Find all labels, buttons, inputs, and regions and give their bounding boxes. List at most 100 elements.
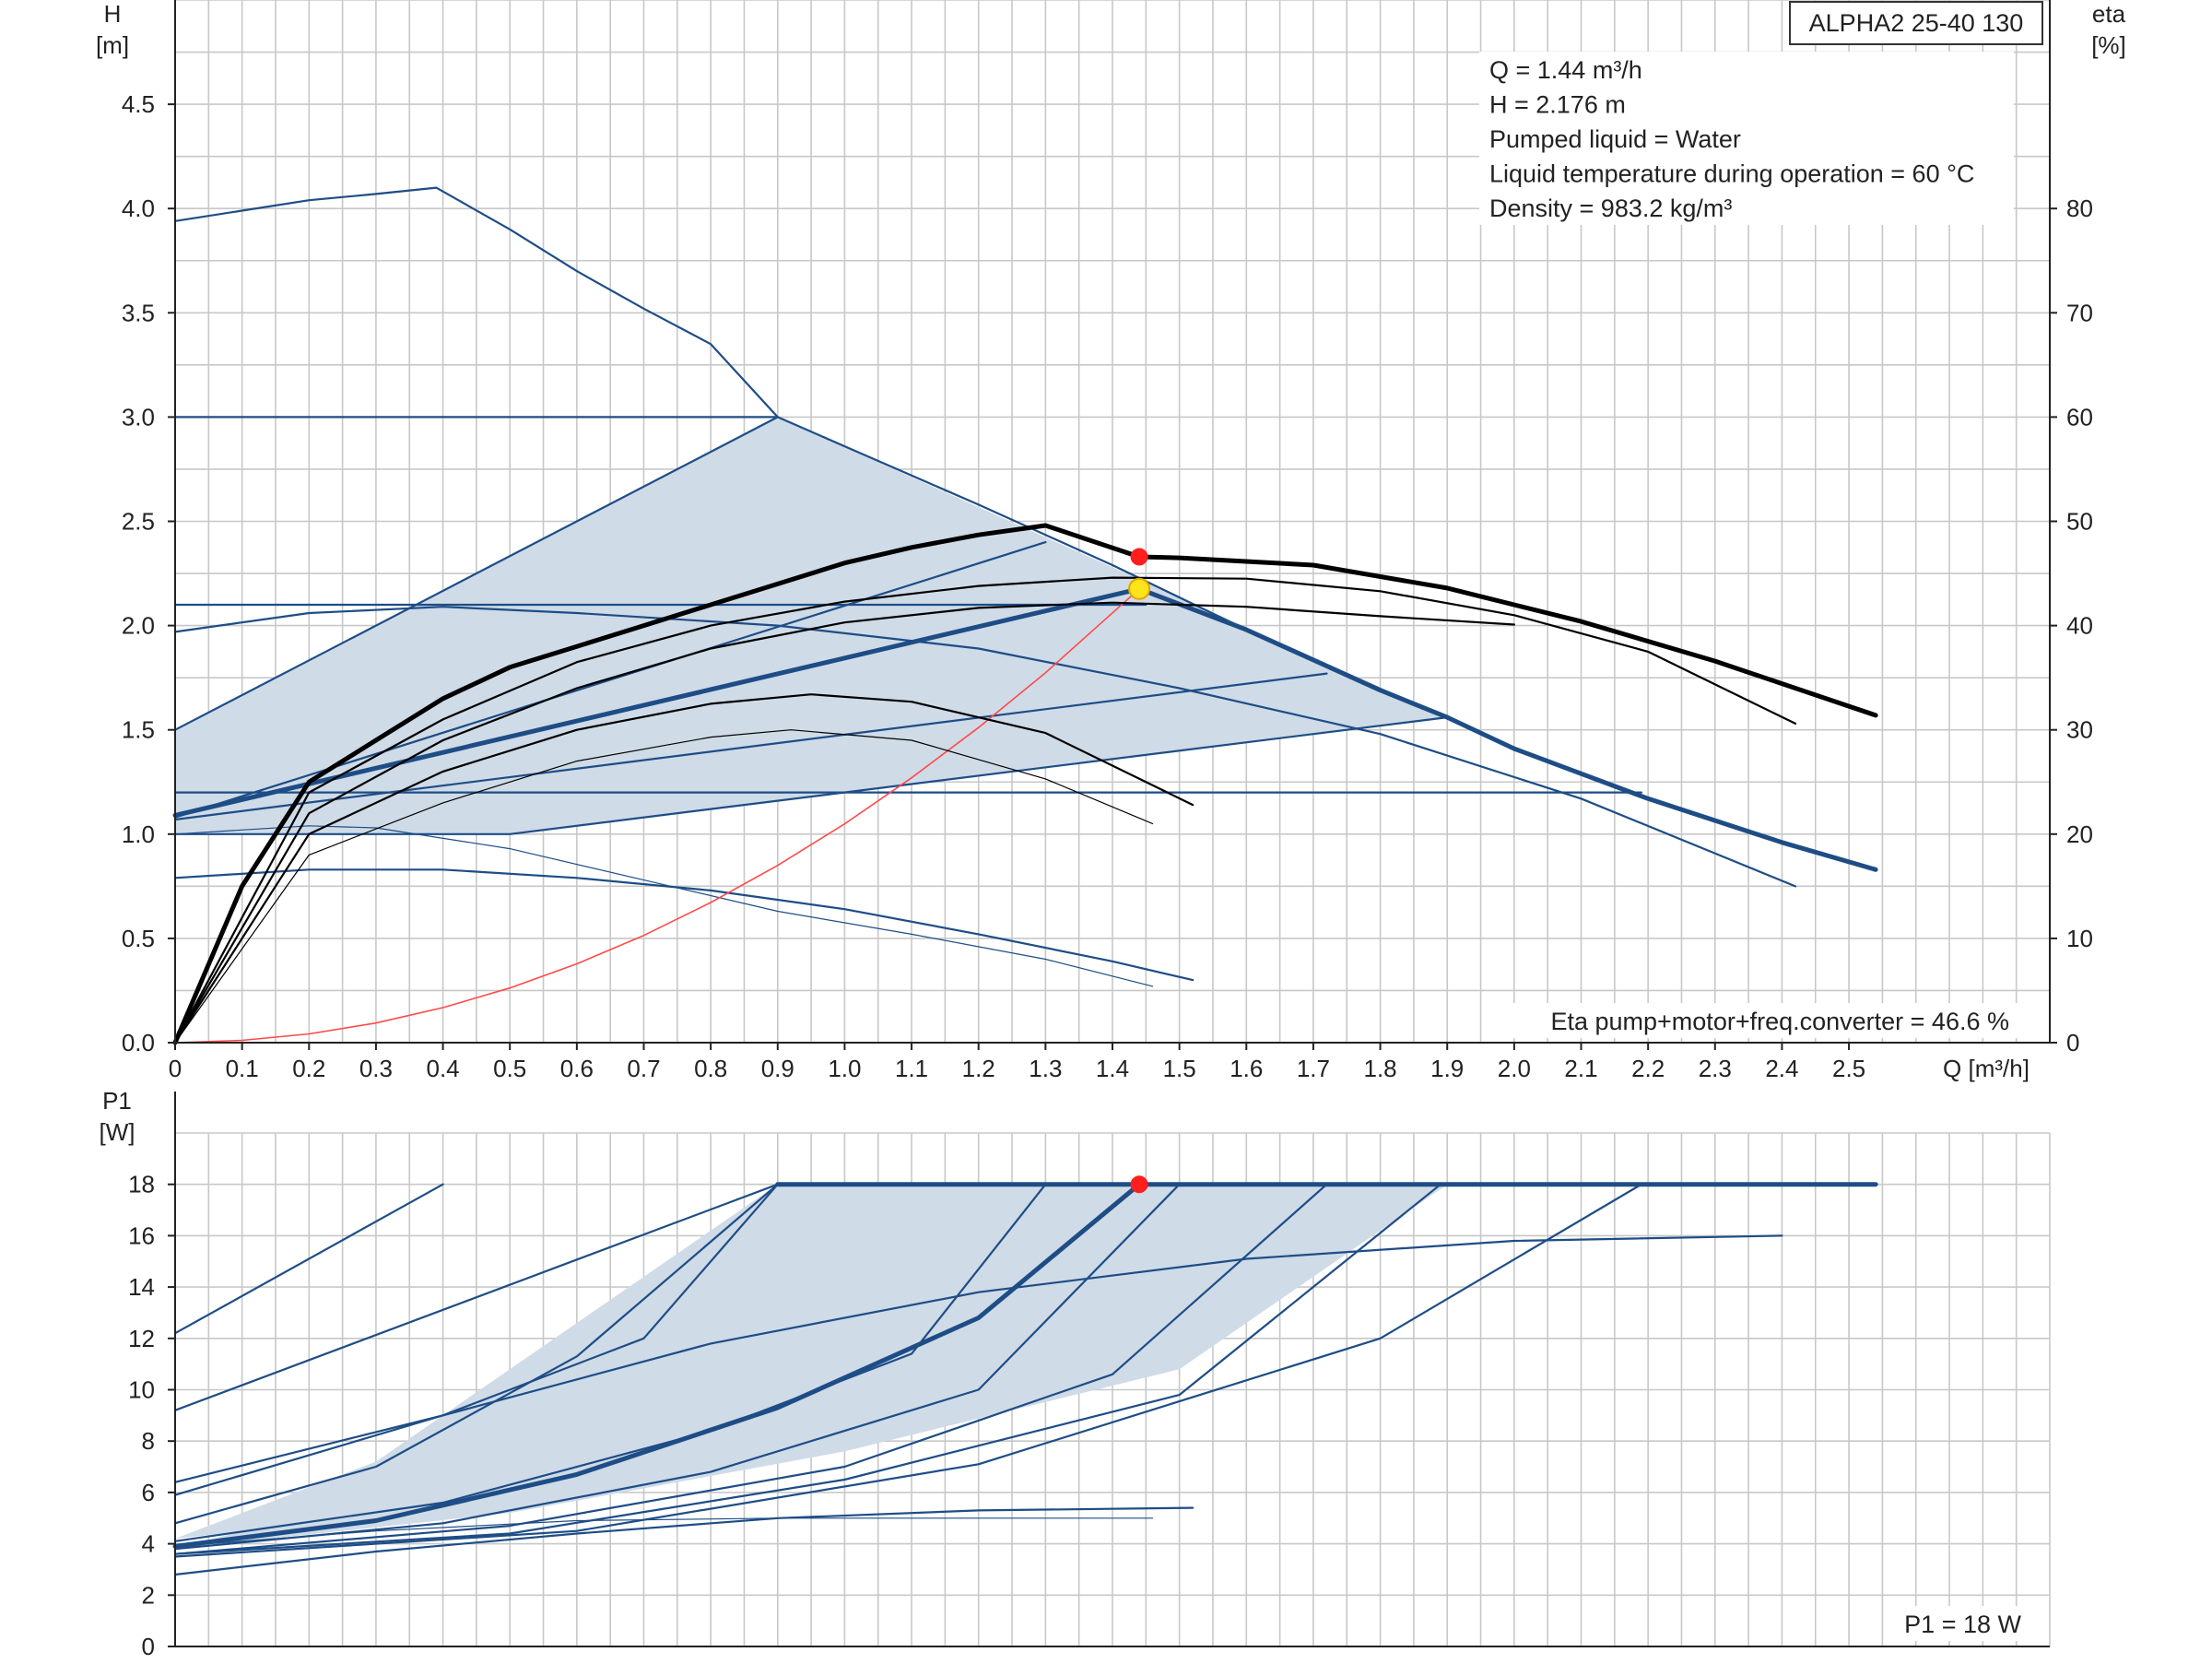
x-axis-label: Q [m³/h] — [1943, 1055, 2030, 1082]
pump-curve — [173, 1234, 1783, 1496]
y-tick-label: 8 — [142, 1427, 155, 1455]
eta-point-marker — [1130, 548, 1148, 566]
y2-tick-label: 20 — [2066, 820, 2093, 848]
eta-curve — [173, 601, 1515, 1044]
pump-curve — [173, 1183, 1442, 1555]
y-tick-label: 2.5 — [122, 508, 155, 536]
chart-title-box — [1789, 1, 2043, 45]
x-tick-label: 2.1 — [1564, 1055, 1597, 1082]
x-tick-label: 0.6 — [560, 1055, 594, 1082]
annotation-bg — [1889, 1606, 2028, 1641]
y-tick-label: 6 — [142, 1479, 155, 1506]
x-tick-label: 0.9 — [761, 1055, 794, 1082]
y2-tick-label: 70 — [2066, 299, 2093, 326]
x-tick-label: 1.2 — [962, 1055, 995, 1082]
y2-tick-label: 80 — [2066, 195, 2093, 222]
eta-curve — [173, 576, 1797, 1044]
y-axis-label: H — [104, 0, 122, 28]
x-tick-label: 2.4 — [1765, 1055, 1798, 1082]
pump-curve — [174, 825, 1154, 987]
info-line: Q = 1.44 m³/h — [1489, 56, 1642, 84]
y2-tick-label: 40 — [2066, 612, 2093, 640]
pump-curve — [173, 672, 1328, 821]
pump-curve — [173, 1183, 444, 1335]
y-tick-label: 2.0 — [122, 612, 155, 640]
x-tick-label: 0.7 — [627, 1055, 660, 1082]
x-tick-label: 1.1 — [895, 1055, 928, 1082]
y-tick-label: 12 — [128, 1325, 155, 1352]
x-tick-label: 1.4 — [1096, 1055, 1129, 1082]
x-tick-label: 1.9 — [1430, 1055, 1464, 1082]
y-tick-label: 0 — [142, 1633, 155, 1659]
pump-curve — [173, 1506, 1194, 1576]
x-tick-label: 0.4 — [426, 1055, 459, 1082]
y-tick-label: 2 — [142, 1581, 155, 1609]
pump-curve — [173, 416, 779, 731]
x-tick-label: 2.5 — [1832, 1055, 1865, 1082]
y2-tick-label: 0 — [2066, 1029, 2079, 1056]
system-curve — [174, 588, 1140, 1044]
annotation-bg — [1502, 1003, 2023, 1038]
pump-curve — [172, 1182, 1142, 1549]
y-tick-label: 4.0 — [122, 195, 155, 222]
info-panel — [1479, 52, 2014, 225]
top-operating-range — [175, 417, 1448, 834]
y2-axis-label: eta — [2092, 0, 2126, 28]
y-axis-label: P1 — [102, 1087, 132, 1115]
y-tick-label: 3.5 — [122, 299, 155, 326]
y-tick-label: 14 — [128, 1273, 155, 1301]
power-annotation: P1 = 18 W — [1904, 1611, 2021, 1638]
x-tick-label: 0.8 — [694, 1055, 727, 1082]
y-tick-label: 4.5 — [122, 90, 155, 118]
x-tick-label: 2.2 — [1631, 1055, 1665, 1082]
y-tick-label: 10 — [128, 1376, 155, 1404]
eta-curve — [173, 693, 1194, 1044]
x-tick-label: 1.5 — [1163, 1055, 1196, 1082]
chart-title: ALPHA2 25-40 130 — [1809, 9, 2024, 37]
eta-curve — [174, 729, 1154, 1044]
pump-curve — [173, 1183, 1642, 1558]
pump-curve — [173, 1183, 779, 1483]
x-tick-label: 2.0 — [1498, 1055, 1531, 1082]
power-point-marker — [1130, 1175, 1148, 1194]
info-line: Pumped liquid = Water — [1489, 125, 1741, 153]
info-line: Density = 983.2 kg/m³ — [1489, 195, 1732, 222]
x-tick-label: 1.7 — [1297, 1055, 1330, 1082]
x-tick-label: 1.6 — [1230, 1055, 1263, 1082]
pump-curve — [174, 1517, 1154, 1547]
y-tick-label: 3.0 — [122, 403, 155, 431]
x-tick-label: 0.3 — [359, 1055, 393, 1082]
pump-curve — [173, 606, 1797, 888]
y-tick-label: 1.0 — [122, 820, 155, 848]
y2-tick-label: 60 — [2066, 403, 2093, 431]
y2-axis-unit: [%] — [2091, 31, 2126, 59]
y-tick-label: 4 — [142, 1530, 155, 1558]
pump-curve — [1136, 586, 1878, 872]
x-tick-label: 0.2 — [292, 1055, 325, 1082]
pump-curve — [173, 1183, 779, 1525]
y2-tick-label: 30 — [2066, 716, 2093, 744]
x-tick-label: 0.1 — [226, 1055, 259, 1082]
y-tick-label: 18 — [128, 1171, 155, 1198]
x-tick-label: 1.3 — [1029, 1055, 1062, 1082]
bottom-operating-range — [175, 1184, 1448, 1550]
pump-curve — [173, 1183, 779, 1411]
x-tick-label: 2.3 — [1699, 1055, 1732, 1082]
x-tick-label: 1.8 — [1363, 1055, 1396, 1082]
duty-point-marker — [1128, 577, 1151, 600]
info-line: Liquid temperature during operation = 60… — [1489, 160, 1974, 188]
y2-tick-label: 50 — [2066, 508, 2093, 536]
info-line: H = 2.176 m — [1489, 91, 1626, 119]
x-tick-label: 0.5 — [493, 1055, 526, 1082]
x-tick-label: 1.0 — [828, 1055, 861, 1082]
eta-curve — [172, 523, 1878, 1045]
x-tick-label: 0 — [169, 1055, 182, 1082]
y2-tick-label: 10 — [2066, 925, 2093, 952]
pump-curve — [173, 1183, 1328, 1555]
pump-curve — [173, 868, 1194, 982]
y-tick-label: 0.0 — [122, 1029, 155, 1056]
pump-curve — [173, 541, 1047, 819]
pump-curve — [173, 1183, 1181, 1551]
